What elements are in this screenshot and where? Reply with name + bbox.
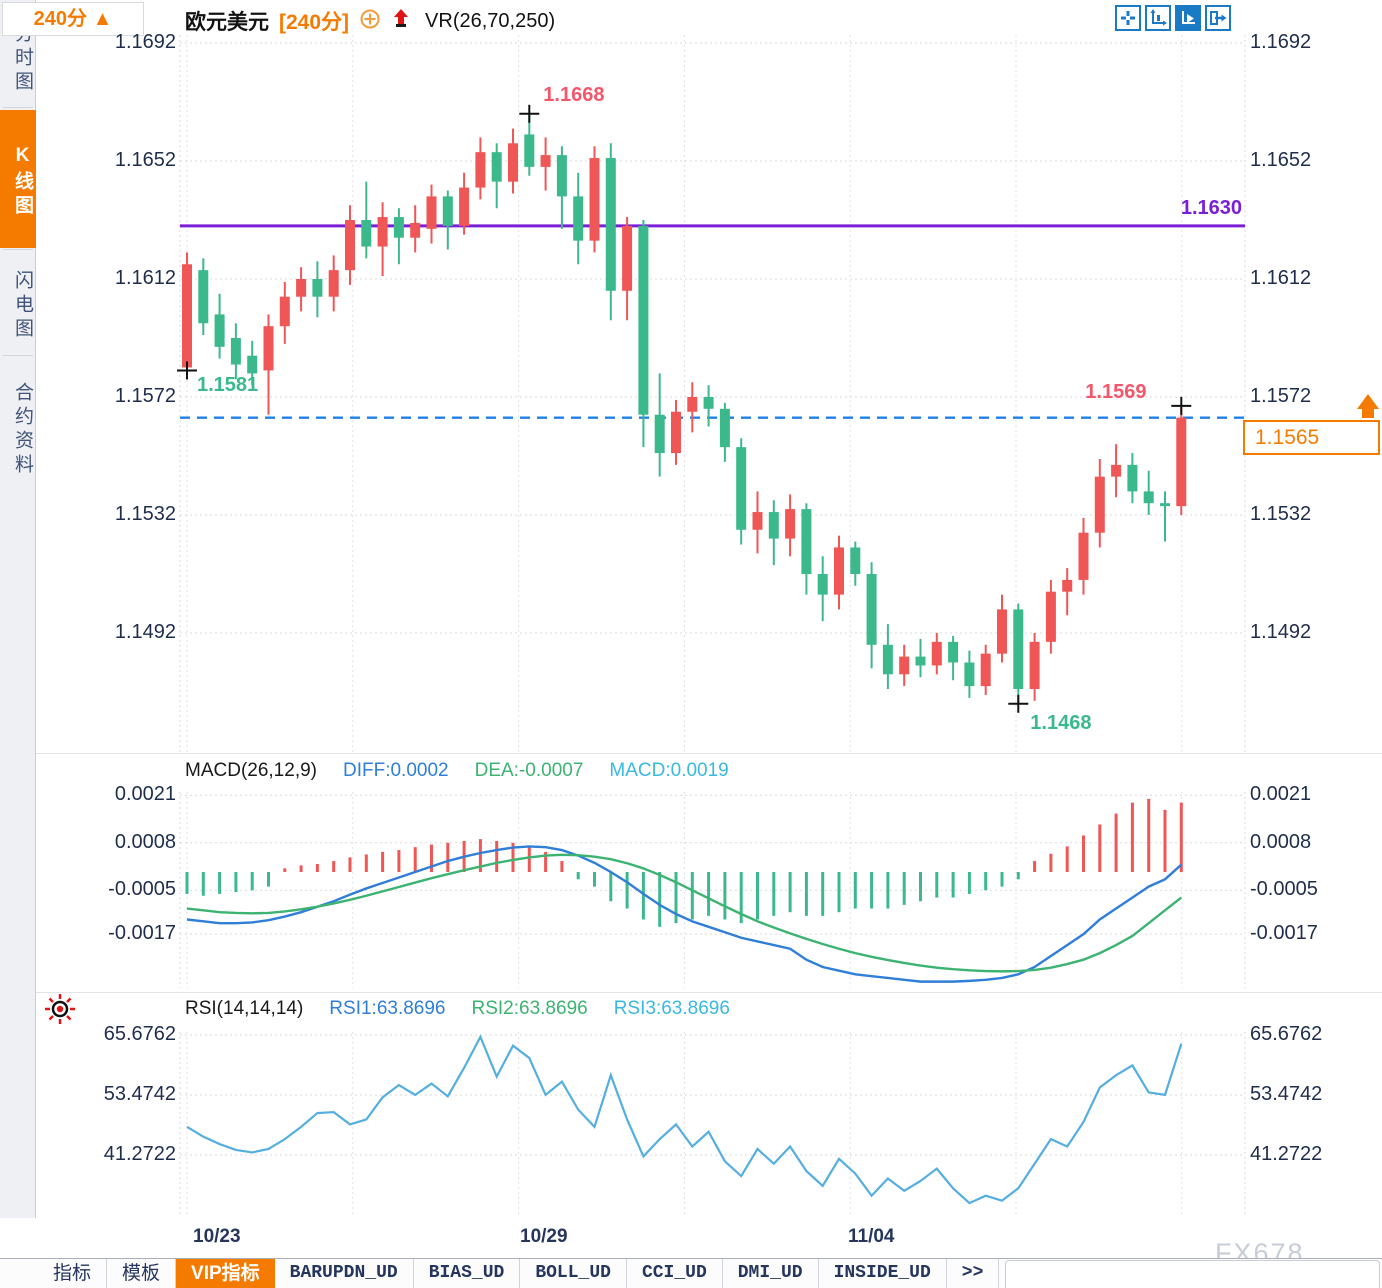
macd-diff-value: DIFF:0.0002	[343, 760, 449, 781]
axis-tick-label: 1.1692	[1250, 31, 1312, 53]
sidebar-divider	[3, 107, 33, 108]
tab-dmi-ud[interactable]: DMI_UD	[723, 1259, 819, 1288]
tab-scroll-track[interactable]	[1005, 1260, 1380, 1288]
date-axis-row: 10/23 10/29 11/04	[36, 1218, 1382, 1258]
sidebar-item-2[interactable]: K线图	[0, 110, 36, 248]
axis-tick-label: 0.0008	[1250, 830, 1312, 853]
axis-tick-label: -0.0017	[108, 922, 176, 945]
axis-tick-label: -0.0005	[108, 878, 176, 901]
date-label: 11/04	[848, 1226, 895, 1247]
axis-tick-label: 1.1692	[114, 31, 176, 53]
tab-bias-ud[interactable]: BIAS_UD	[414, 1259, 521, 1288]
timeframe-value: 240分	[33, 8, 87, 30]
axis-tick-label: 1.1612	[114, 267, 176, 289]
symbol-name: 欧元美元	[185, 11, 269, 34]
tab-模板[interactable]: 模板	[107, 1259, 177, 1288]
axis-tick-label: 53.4742	[103, 1083, 176, 1105]
chart-toolbar	[1115, 5, 1231, 31]
panel-separator	[36, 992, 1382, 993]
macd-dea-value: DEA:-0.0007	[474, 760, 584, 781]
current-price-arrow-icon	[1357, 394, 1379, 418]
axis-tick-label: 0.0021	[1250, 783, 1312, 806]
axis-tick-label: 65.6762	[1250, 1023, 1323, 1045]
timeframe-selector[interactable]: 240分 ▲	[2, 2, 144, 36]
tab-inside-ud[interactable]: INSIDE_UD	[819, 1259, 947, 1288]
axis-tick-label: 1.1492	[114, 621, 176, 643]
pin-up-arrow-icon[interactable]	[391, 8, 411, 35]
rsi-header: RSI(14,14,14) RSI1:63.8696 RSI2:63.8696 …	[185, 998, 730, 1020]
axis-tick-label: -0.0017	[1250, 922, 1318, 945]
chart-type-sidebar: 分时图 K线图闪电图合约资料	[0, 0, 36, 1218]
tab-指标[interactable]: 指标	[38, 1259, 108, 1288]
chart-header: 欧元美元 [240分] VR(26,70,250)	[185, 6, 555, 36]
vr-indicator-label: VR(26,70,250)	[425, 9, 556, 32]
timeframe-arrow-icon: ▲	[92, 8, 113, 30]
tab-boll-ud[interactable]: BOLL_UD	[520, 1259, 627, 1288]
sidebar-divider	[3, 249, 33, 250]
axis-tick-label: 1.1572	[114, 385, 176, 407]
last-candle-high-label: 1.1569	[1085, 380, 1147, 403]
sidebar-item-3[interactable]: 闪电图	[12, 270, 33, 342]
exit-chart-icon[interactable]	[1205, 5, 1231, 31]
axis-tick-label: 53.4742	[1250, 1083, 1323, 1105]
period-low-label: 1.1468	[1030, 711, 1092, 734]
axis-tick-label: 0.0008	[114, 830, 176, 853]
current-price-tag: 1.1565	[1243, 420, 1380, 455]
axis-tick-label: 1.1612	[1250, 267, 1312, 289]
session-low-start-label: 1.1581	[197, 374, 259, 397]
axis-tick-label: 65.6762	[103, 1023, 176, 1045]
panel-separator	[36, 753, 1382, 754]
rsi1-value: RSI1:63.8696	[329, 998, 446, 1019]
sidebar-divider	[3, 355, 33, 356]
axis-tick-label: 1.1532	[1250, 503, 1312, 525]
period-high-label: 1.1668	[543, 83, 605, 106]
sidebar-item-1[interactable]: 分时图	[12, 23, 33, 95]
indicator-tab-bar: 指标 模板 VIP指标 BARUPDN_UD BIAS_UD BOLL_UD CCI_UD D…	[0, 1258, 1382, 1288]
tab--[interactable]: >>	[947, 1259, 1000, 1288]
resistance-level-label: 1.1630	[1180, 196, 1242, 219]
macd-header: MACD(26,12,9) DIFF:0.0002 DEA:-0.0007 MA…	[185, 760, 729, 782]
date-label: 10/29	[520, 1226, 568, 1247]
sidebar-item-4[interactable]: 合约资料	[12, 382, 33, 478]
rsi3-value: RSI3:63.8696	[613, 998, 730, 1019]
macd-title: MACD(26,12,9)	[185, 760, 317, 781]
date-label: 10/23	[193, 1226, 241, 1247]
tab-vip指标[interactable]: VIP指标	[176, 1259, 275, 1288]
axis-tick-label: 41.2722	[103, 1143, 176, 1166]
tab-barupdn-ud[interactable]: BARUPDN_UD	[275, 1259, 414, 1288]
macd-macd-value: MACD:0.0019	[609, 760, 729, 781]
add-indicator-icon[interactable]	[359, 8, 381, 35]
axis-tick-label: 1.1532	[114, 503, 176, 525]
axis-tick-label: 1.1652	[1250, 149, 1312, 171]
axis-scale-icon[interactable]	[1145, 5, 1171, 31]
pan-crosshair-icon[interactable]	[1115, 5, 1141, 31]
axis-tick-label: 1.1652	[114, 149, 176, 171]
alarm-sun-icon[interactable]	[44, 993, 76, 1030]
axis-tick-label: 0.0021	[114, 783, 176, 806]
axis-tick-label: 41.2722	[1250, 1143, 1323, 1166]
axis-tick-label: -0.0005	[1250, 878, 1318, 901]
tab-cci-ud[interactable]: CCI_UD	[627, 1259, 723, 1288]
axis-play-icon[interactable]	[1175, 5, 1201, 31]
axis-tick-label: 1.1572	[1250, 385, 1312, 407]
rsi-title: RSI(14,14,14)	[185, 998, 304, 1019]
axis-tick-label: 1.1492	[1250, 621, 1312, 643]
rsi2-value: RSI2:63.8696	[471, 998, 588, 1019]
period-label[interactable]: [240分]	[279, 11, 350, 34]
